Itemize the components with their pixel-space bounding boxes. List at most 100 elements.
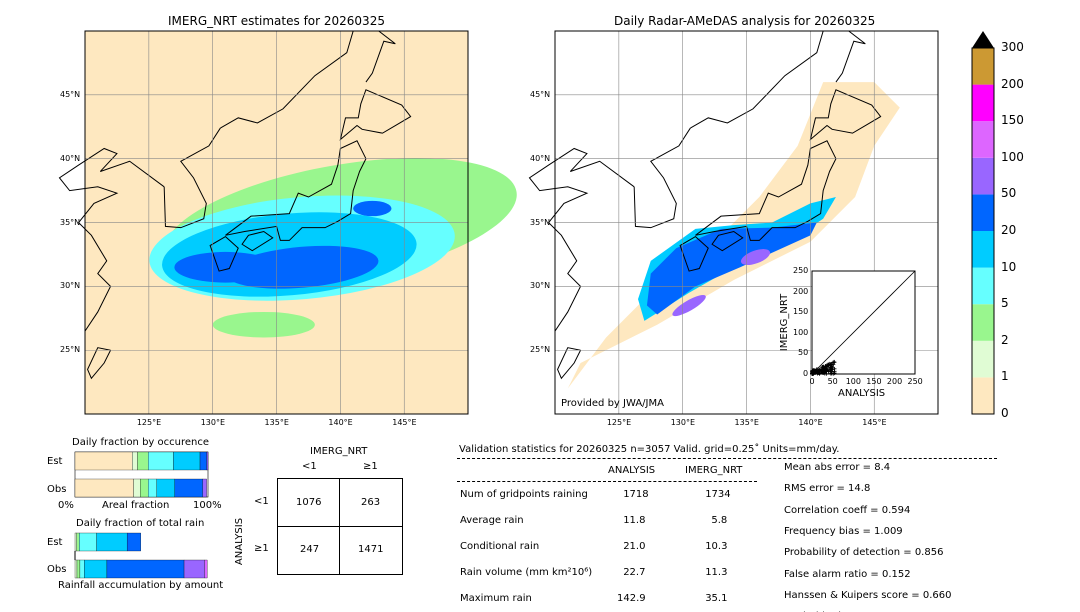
right-map-title: Daily Radar-AMeDAS analysis for 20260325 [614, 14, 876, 28]
occurrence-bar-segment [137, 451, 149, 471]
ct-divider [278, 526, 402, 527]
colorbar-label: 150 [1001, 113, 1024, 128]
rain-bar-segment [76, 532, 80, 552]
coastline [690, 30, 824, 129]
stats-imerg-value: 10.3 [705, 541, 728, 552]
rain-bar-segment [79, 532, 97, 552]
scatter-point [831, 360, 836, 365]
occurrence-bar-segment [206, 451, 209, 471]
rain-area-very-intense [672, 295, 706, 317]
colorbar-segment [972, 231, 994, 268]
lon-label: 135°E [734, 418, 759, 427]
japan-coastline [679, 235, 709, 272]
stats-row-label: Num of gridpoints raining [460, 489, 588, 500]
occ-xmin: 0% [58, 500, 74, 511]
lat-label: 45°N [530, 89, 551, 99]
map-frame [84, 30, 469, 415]
scatter-ytick: 200 [793, 286, 809, 296]
occurrence-bar-segment [147, 478, 157, 498]
japan-coastline [241, 230, 274, 252]
rain-bar-segment [74, 532, 77, 552]
scatter-ytick: 250 [793, 266, 809, 275]
lat-label: 40°N [60, 153, 81, 163]
scatter-ytick: 100 [793, 327, 809, 337]
japan-coastline [809, 89, 882, 141]
stats-score: Mean abs error = 8.4 [784, 462, 891, 473]
japan-coastline [695, 140, 837, 241]
lat-label: 35°N [530, 217, 551, 227]
lat-label: 40°N [530, 153, 551, 163]
japan-coastline [225, 140, 367, 241]
occurrence-bar-segment [132, 451, 138, 471]
japan-coastline [209, 235, 239, 272]
ct-row-1: ≥1 [254, 543, 269, 554]
colorbar-extend-arrow [972, 31, 994, 48]
rain-bar-segment [96, 532, 128, 552]
colorbar-segment [972, 84, 994, 122]
stats-divider [457, 481, 757, 482]
colorbar-label: 50 [1001, 186, 1017, 201]
ct-cell: 247 [300, 544, 320, 555]
scatter-point [810, 371, 815, 376]
colorbar-label: 100 [1001, 149, 1024, 164]
scatter-point [812, 368, 817, 373]
lat-label: 30°N [60, 281, 81, 291]
rain-xlabel: Rainfall accumulation by amount [58, 580, 224, 591]
lat-label: 45°N [60, 89, 81, 99]
stats-col-imerg: IMERG_NRT [685, 465, 743, 476]
scatter-point [814, 369, 819, 374]
occ-xmax: 100% [193, 500, 222, 511]
ct-col-0: <1 [302, 461, 317, 472]
stats-imerg-value: 1734 [705, 489, 731, 500]
scatter-point [823, 364, 828, 369]
scatter-xtick: 50 [827, 377, 838, 386]
rain-est-label: Est [47, 537, 63, 548]
lon-label: 130°E [200, 418, 226, 427]
colorbar-segment [972, 121, 994, 158]
scatter-ytick: 0 [803, 369, 809, 378]
stats-imerg-value: 35.1 [705, 593, 728, 604]
rain-bar-segment [183, 559, 205, 579]
stats-header: Validation statistics for 20260325 n=305… [459, 444, 840, 455]
scatter-point [816, 369, 821, 374]
occurrence-bar-segment [202, 478, 207, 498]
coastline [633, 127, 691, 229]
occurrence-bar-segment [147, 451, 174, 471]
rain-obs-label: Obs [47, 564, 67, 575]
ct-row-0: <1 [254, 496, 269, 507]
rain-area-light [212, 311, 315, 338]
rain-area-intense [174, 251, 277, 283]
rain-bar-segment [126, 532, 141, 552]
colorbar-label: 5 [1001, 296, 1009, 311]
colorbar-label: 0 [1001, 406, 1009, 420]
coastline [365, 30, 396, 83]
rain-area-intense [646, 222, 817, 315]
scatter-ytick: 50 [798, 348, 809, 358]
coastline [87, 347, 111, 380]
scatter-xlabel: ANALYSIS [838, 388, 886, 399]
colorbar-frame [971, 47, 995, 415]
colorbar-label: 2 [1001, 332, 1009, 347]
left-map-title: IMERG_NRT estimates for 20260325 [168, 14, 385, 28]
lon-label: 135°E [264, 418, 289, 427]
stats-analysis-value: 1718 [623, 489, 649, 500]
scatter-point [832, 366, 837, 371]
stats-col-analysis: ANALYSIS [608, 465, 656, 476]
stats-analysis-value: 21.0 [623, 541, 646, 552]
stats-score: Hanssen & Kuipers score = 0.660 [784, 589, 952, 601]
lat-label: 25°N [60, 345, 81, 355]
occurrence-bar-segment [199, 451, 207, 471]
scatter-ytick: 150 [793, 307, 809, 317]
stats-row-label: Rain volume (mm km²10⁶) [460, 567, 593, 578]
rain-bar-segment [84, 559, 108, 579]
lat-label: 30°N [530, 281, 551, 291]
lon-label: 125°E [136, 418, 162, 427]
lon-label: 125°E [606, 418, 632, 427]
stats-row-label: Maximum rain [460, 593, 532, 604]
rain-title: Daily fraction of total rain [76, 518, 205, 529]
colorbar-segment [972, 340, 994, 378]
lon-label: 130°E [670, 418, 696, 427]
occurrence-bar-segment [140, 478, 149, 498]
